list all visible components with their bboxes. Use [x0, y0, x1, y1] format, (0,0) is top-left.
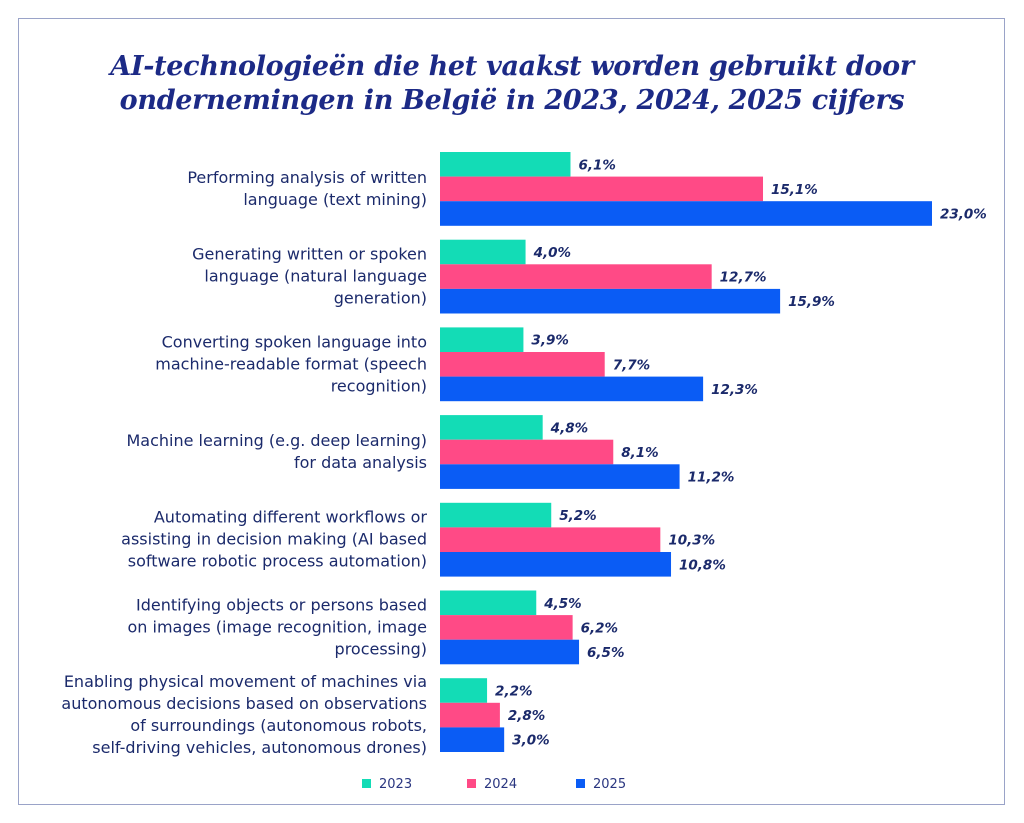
data-label: 2,2% [495, 684, 532, 700]
legend-label: 2025 [593, 777, 626, 792]
legend-swatch-2023 [362, 779, 371, 788]
bar-2025 [440, 288, 781, 314]
category-label: assisting in decision making (AI based [121, 530, 427, 549]
bar-2025 [440, 639, 580, 665]
chart-title-line-2: ondernemingen in België in 2023, 2024, 2… [119, 85, 905, 116]
data-label: 23,0% [940, 207, 987, 223]
data-label: 15,1% [771, 182, 818, 198]
category-label: recognition) [331, 376, 427, 395]
bar-2024 [440, 439, 614, 465]
category-label: on images (image recognition, image [128, 617, 428, 636]
data-label: 10,8% [679, 557, 726, 573]
data-label: 7,7% [613, 357, 650, 373]
legend-label: 2024 [484, 777, 517, 792]
data-label: 3,0% [512, 733, 549, 749]
data-label: 2,8% [508, 708, 545, 724]
legend-swatch-2025 [576, 779, 585, 788]
chart-title-line-1: AI-technologieën die het vaakst worden g… [110, 51, 914, 82]
data-label: 11,2% [688, 470, 735, 486]
bar-2024 [440, 527, 661, 552]
bar-2025 [440, 201, 932, 226]
data-label: 15,9% [788, 294, 835, 310]
bar-2023 [440, 415, 543, 440]
bar-2023 [440, 502, 552, 528]
category-label: processing) [335, 639, 427, 658]
category-label: language (natural language [204, 267, 427, 286]
data-label: 6,5% [587, 645, 624, 661]
category-label: self-driving vehicles, autonomous drones… [92, 738, 427, 757]
bar-2023 [440, 678, 488, 703]
category-label: Performing analysis of written [187, 168, 427, 187]
category-label: Identifying objects or persons based [136, 595, 427, 614]
bar-2025 [440, 376, 704, 402]
data-label: 4,0% [533, 245, 571, 261]
category-label: Generating written or spoken [192, 245, 427, 264]
bar-2025 [440, 464, 680, 489]
bar-2023 [440, 239, 526, 265]
bar-2025 [440, 552, 672, 577]
category-label: for data analysis [294, 453, 427, 472]
bar-2024 [440, 615, 573, 640]
bar-2024 [440, 264, 712, 289]
data-label: 8,1% [621, 445, 658, 461]
legend-label: 2023 [379, 777, 412, 792]
data-label: 6,1% [578, 157, 615, 173]
bar-2024 [440, 352, 605, 377]
data-label: 5,2% [559, 508, 596, 524]
category-label: autonomous decisions based on observatio… [61, 694, 427, 713]
data-label: 12,7% [720, 270, 767, 286]
data-label: 10,3% [668, 533, 715, 549]
bar-2023 [440, 152, 571, 177]
category-label: Converting spoken language into [162, 332, 427, 351]
data-label: 3,9% [531, 333, 568, 349]
category-label: Machine learning (e.g. deep learning) [126, 431, 427, 450]
category-label: generation) [334, 289, 427, 308]
bar-2024 [440, 176, 764, 202]
bar-2025 [440, 727, 505, 752]
legend-swatch-2024 [467, 779, 476, 788]
category-label: language (text mining) [243, 190, 427, 209]
category-label: machine-readable format (speech [155, 354, 427, 373]
category-label: of surroundings (autonomous robots, [130, 716, 427, 735]
category-label: Enabling physical movement of machines v… [64, 672, 427, 691]
chart-title: AI-technologieën die het vaakst worden g… [0, 50, 1024, 118]
chart-frame [18, 18, 1005, 805]
data-label: 6,2% [581, 620, 618, 636]
category-label: Automating different workflows or [154, 508, 428, 527]
bar-2024 [440, 702, 500, 728]
bar-2023 [440, 327, 524, 352]
data-label: 4,5% [543, 596, 581, 612]
category-label: software robotic process automation) [128, 552, 427, 571]
data-label: 12,3% [711, 382, 758, 398]
data-label: 4,8% [550, 420, 588, 436]
bar-2023 [440, 590, 537, 616]
